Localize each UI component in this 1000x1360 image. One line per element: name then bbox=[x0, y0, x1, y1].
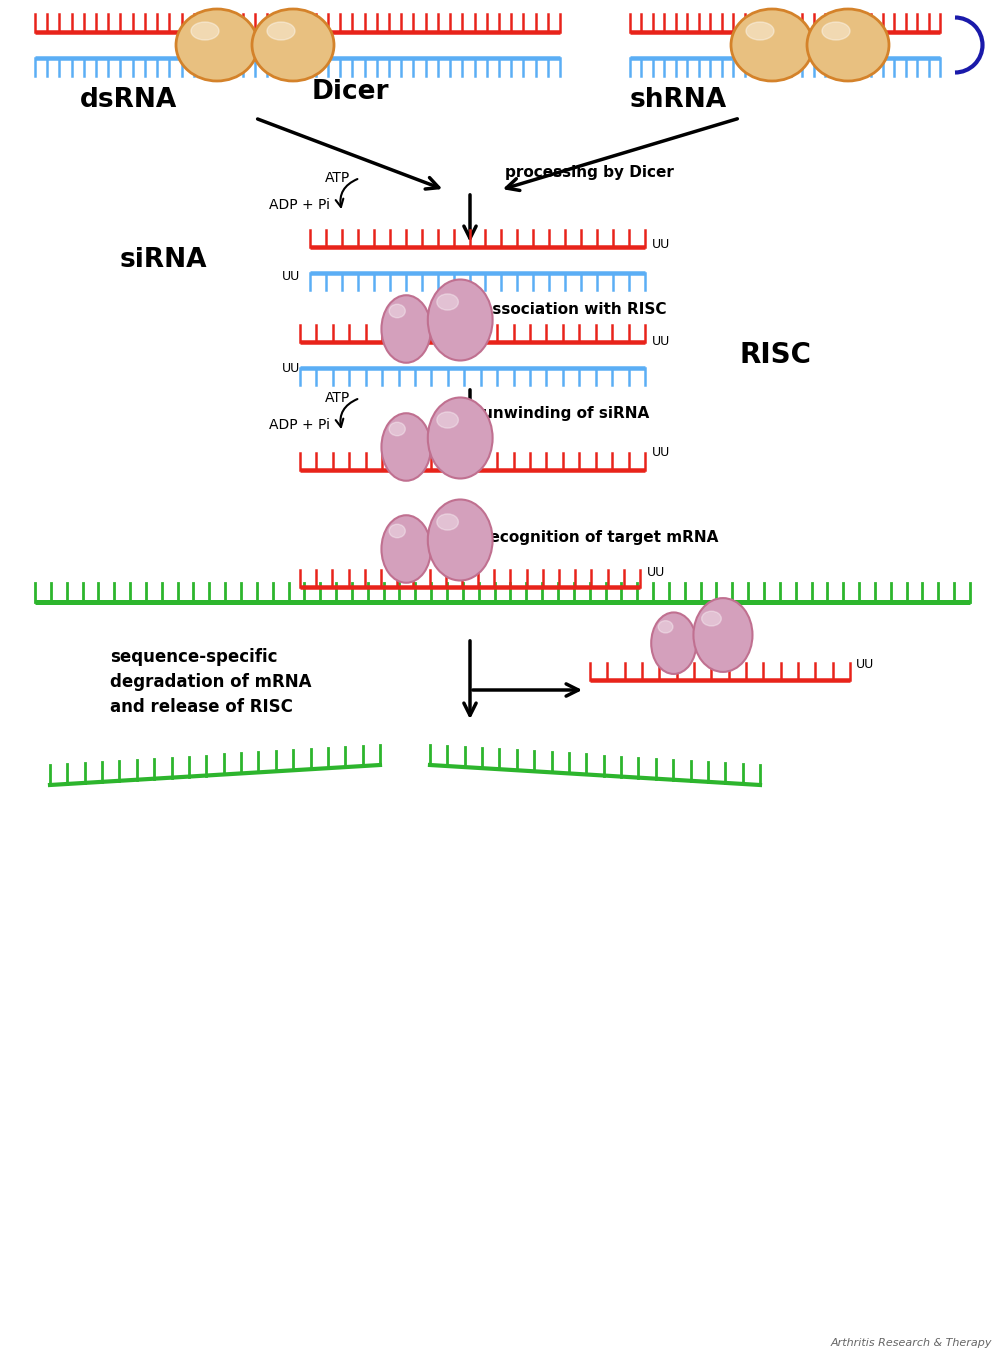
Text: UU: UU bbox=[652, 238, 670, 250]
Ellipse shape bbox=[389, 422, 405, 435]
Text: unwinding of siRNA: unwinding of siRNA bbox=[482, 407, 649, 422]
Text: dsRNA: dsRNA bbox=[80, 87, 177, 113]
Text: UU: UU bbox=[856, 658, 874, 672]
Text: UU: UU bbox=[652, 336, 670, 348]
Text: ATP: ATP bbox=[325, 171, 350, 185]
Text: UU: UU bbox=[647, 566, 665, 578]
Ellipse shape bbox=[428, 397, 493, 479]
Ellipse shape bbox=[437, 412, 458, 428]
Text: RISC: RISC bbox=[740, 341, 812, 369]
Ellipse shape bbox=[389, 524, 405, 537]
Text: recognition of target mRNA: recognition of target mRNA bbox=[482, 530, 718, 545]
Text: ADP + Pi: ADP + Pi bbox=[269, 418, 330, 432]
Ellipse shape bbox=[191, 22, 219, 39]
Ellipse shape bbox=[437, 294, 458, 310]
Text: ADP + Pi: ADP + Pi bbox=[269, 199, 330, 212]
Text: siRNA: siRNA bbox=[120, 248, 208, 273]
Text: association with RISC: association with RISC bbox=[482, 302, 666, 317]
Ellipse shape bbox=[252, 10, 334, 82]
Text: UU: UU bbox=[652, 446, 670, 460]
Ellipse shape bbox=[381, 295, 431, 363]
Text: UU: UU bbox=[282, 269, 300, 283]
Text: ATP: ATP bbox=[325, 392, 350, 405]
Ellipse shape bbox=[746, 22, 774, 39]
Ellipse shape bbox=[807, 10, 889, 82]
Text: sequence-specific
degradation of mRNA
and release of RISC: sequence-specific degradation of mRNA an… bbox=[110, 647, 312, 715]
Ellipse shape bbox=[267, 22, 295, 39]
Ellipse shape bbox=[428, 280, 493, 360]
Ellipse shape bbox=[381, 515, 431, 582]
Ellipse shape bbox=[381, 413, 431, 480]
Text: UU: UU bbox=[282, 362, 300, 374]
Ellipse shape bbox=[428, 499, 493, 581]
Ellipse shape bbox=[693, 598, 752, 672]
Ellipse shape bbox=[822, 22, 850, 39]
Ellipse shape bbox=[702, 611, 721, 626]
Text: shRNA: shRNA bbox=[630, 87, 727, 113]
Ellipse shape bbox=[176, 10, 258, 82]
Text: processing by Dicer: processing by Dicer bbox=[505, 165, 674, 180]
Ellipse shape bbox=[437, 514, 458, 530]
Ellipse shape bbox=[389, 305, 405, 318]
Ellipse shape bbox=[731, 10, 813, 82]
Text: Arthritis Research & Therapy: Arthritis Research & Therapy bbox=[830, 1338, 992, 1348]
Ellipse shape bbox=[658, 620, 673, 632]
Text: Dicer: Dicer bbox=[311, 79, 389, 105]
Ellipse shape bbox=[651, 612, 696, 675]
